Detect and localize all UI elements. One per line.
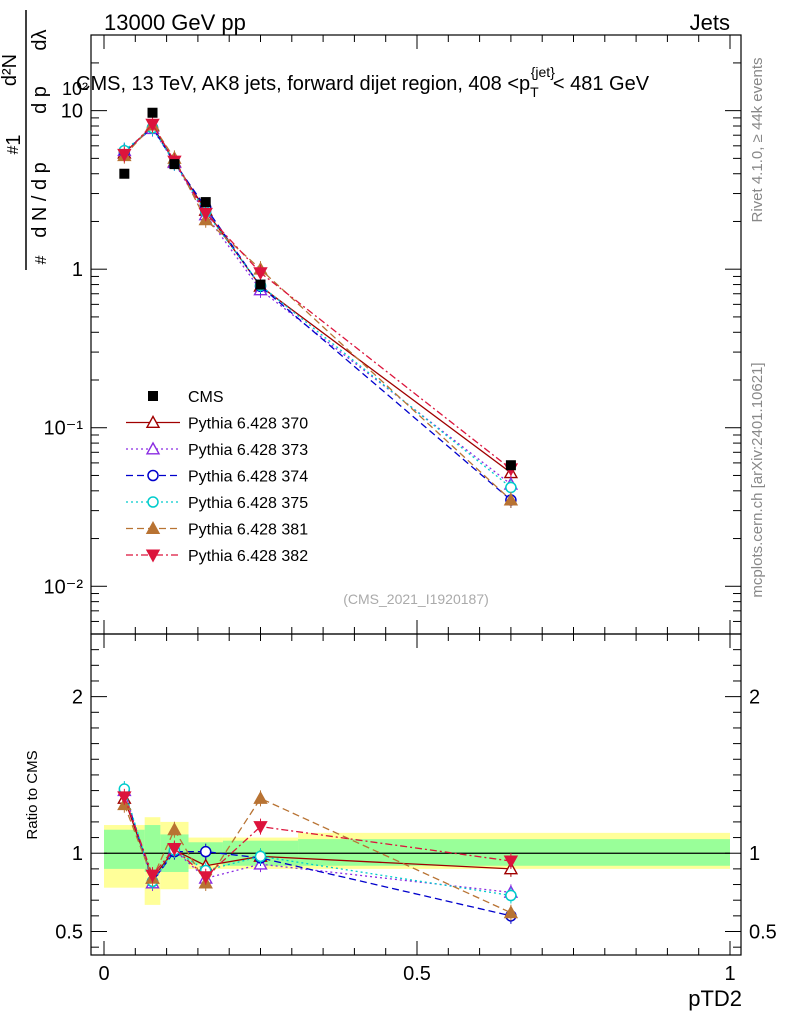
ratio-y-tick-label-right: 2	[749, 687, 760, 709]
ratio-point-5	[503, 855, 519, 869]
legend-marker-2	[147, 469, 159, 482]
ratio-series-layer	[117, 781, 519, 924]
x-axis-label: pTD2	[688, 986, 742, 1011]
main-series-line-4	[123, 124, 512, 501]
ratio-point-2	[199, 845, 212, 858]
ratio-point-5	[253, 821, 268, 835]
cms-data-point	[119, 168, 130, 179]
ratio-point-3	[254, 850, 267, 863]
ylabel-hash-1: #	[33, 255, 50, 264]
main-series-line-5	[123, 123, 512, 470]
ratio-series-line-0	[123, 798, 511, 880]
ratio-point-4	[253, 790, 268, 804]
main-y-tick-label: 10	[61, 101, 83, 123]
main-y-tick-label: 10⁻²	[44, 576, 84, 598]
cms-data-point	[147, 107, 158, 118]
legend-marker-4	[145, 521, 161, 534]
legend-marker-5	[145, 549, 161, 563]
main-y-tick-label: 10²	[62, 79, 88, 99]
main-panel-frame	[90, 34, 742, 635]
legend-label-0: Pythia 6.428 370	[188, 416, 308, 433]
analysis-watermark: (CMS_2021_I1920187)	[343, 591, 489, 607]
legend-label-cms: CMS	[188, 389, 224, 406]
legend-label-5: Pythia 6.428 382	[188, 548, 308, 565]
ratio-point-5	[167, 843, 182, 856]
ratio-panel-frame	[90, 633, 742, 956]
legend: CMS Pythia 6.428 370 Pythia 6.428 373 Pythi…	[126, 389, 308, 565]
main-point-5	[145, 118, 160, 132]
chart-title-sup: {jet}	[531, 64, 555, 80]
ratio-series-line-5	[123, 796, 511, 878]
ratio-y-tick-label-right: 1	[749, 843, 760, 865]
ratio-y-axis-label: Ratio to CMS	[24, 750, 41, 839]
cms-data-point	[169, 159, 180, 170]
chart-title-tail: < 481 GeV	[553, 73, 650, 95]
ylabel-dn-dpt: d N / d p	[29, 162, 51, 238]
ratio-point-4	[167, 822, 182, 836]
main-y-tick-label: 1	[72, 259, 83, 281]
legend-marker-0	[145, 415, 161, 428]
cms-data-point	[200, 197, 211, 208]
ratio-uncertainty-bands	[104, 817, 730, 905]
main-point-5	[253, 267, 268, 281]
ylabel-dp: d p	[29, 86, 51, 114]
legend-marker-1	[145, 441, 161, 455]
main-point-4	[503, 492, 519, 506]
main-series-line-1	[123, 127, 512, 485]
legend-label-4: Pythia 6.428 381	[188, 522, 308, 539]
main-series-line-2	[123, 126, 512, 501]
main-series-line-0	[123, 124, 512, 474]
main-point-3	[505, 481, 517, 494]
cms-data-point	[505, 460, 516, 471]
ratio-y-tick-label-left: 1	[72, 843, 83, 865]
legend-marker-3	[147, 496, 159, 508]
ratio-band-inner	[144, 825, 161, 873]
legend-label-1: Pythia 6.428 373	[188, 442, 308, 459]
ratio-series-line-3	[123, 788, 512, 897]
chart-title-sub: T	[530, 84, 539, 100]
main-series-layer	[117, 107, 519, 509]
ylabel-one: 1	[3, 134, 25, 145]
x-tick-label: 1	[724, 963, 735, 985]
x-tick-label: 0.5	[403, 963, 431, 985]
ratio-y-tick-label-left: 2	[72, 687, 83, 709]
ratio-point-5	[117, 791, 132, 805]
main-y-axis-label: 1 d N / d p d²N d p dλ # #	[0, 10, 51, 270]
ylabel-dlambda: dλ	[29, 29, 51, 50]
header-category-label: Jets	[690, 10, 730, 35]
main-y-tick-label: 10⁻¹	[44, 418, 84, 440]
header-beam-label: 13000 GeV pp	[104, 10, 246, 35]
main-point-5	[198, 207, 213, 221]
chart-title-main: CMS, 13 TeV, AK8 jets, forward dijet reg…	[76, 73, 530, 95]
legend-marker-cms	[148, 391, 158, 401]
ylabel-hash-2: #	[5, 145, 22, 154]
x-tick-label: 0	[98, 963, 109, 985]
mcplots-label: mcplots.cern.ch [arXiv:2401.10621]	[749, 362, 766, 597]
main-point-5	[117, 148, 132, 162]
ratio-point-3	[505, 889, 517, 902]
ratio-point-4	[503, 905, 519, 919]
ratio-point-5	[198, 871, 213, 885]
main-series-line-3	[123, 126, 512, 488]
ratio-point-5	[145, 869, 160, 883]
ylabel-d2n: d²N	[0, 54, 21, 86]
rivet-version-label: Rivet 4.1.0, ≥ 44k events	[749, 58, 766, 223]
ratio-y-tick-label-right: 0.5	[749, 922, 777, 944]
cms-data-point	[255, 279, 266, 290]
chart-title: CMS, 13 TeV, AK8 jets, forward dijet reg…	[76, 64, 650, 100]
ratio-y-tick-label-left: 0.5	[55, 922, 83, 944]
legend-label-3: Pythia 6.428 375	[188, 495, 308, 512]
legend-label-2: Pythia 6.428 374	[188, 469, 308, 486]
